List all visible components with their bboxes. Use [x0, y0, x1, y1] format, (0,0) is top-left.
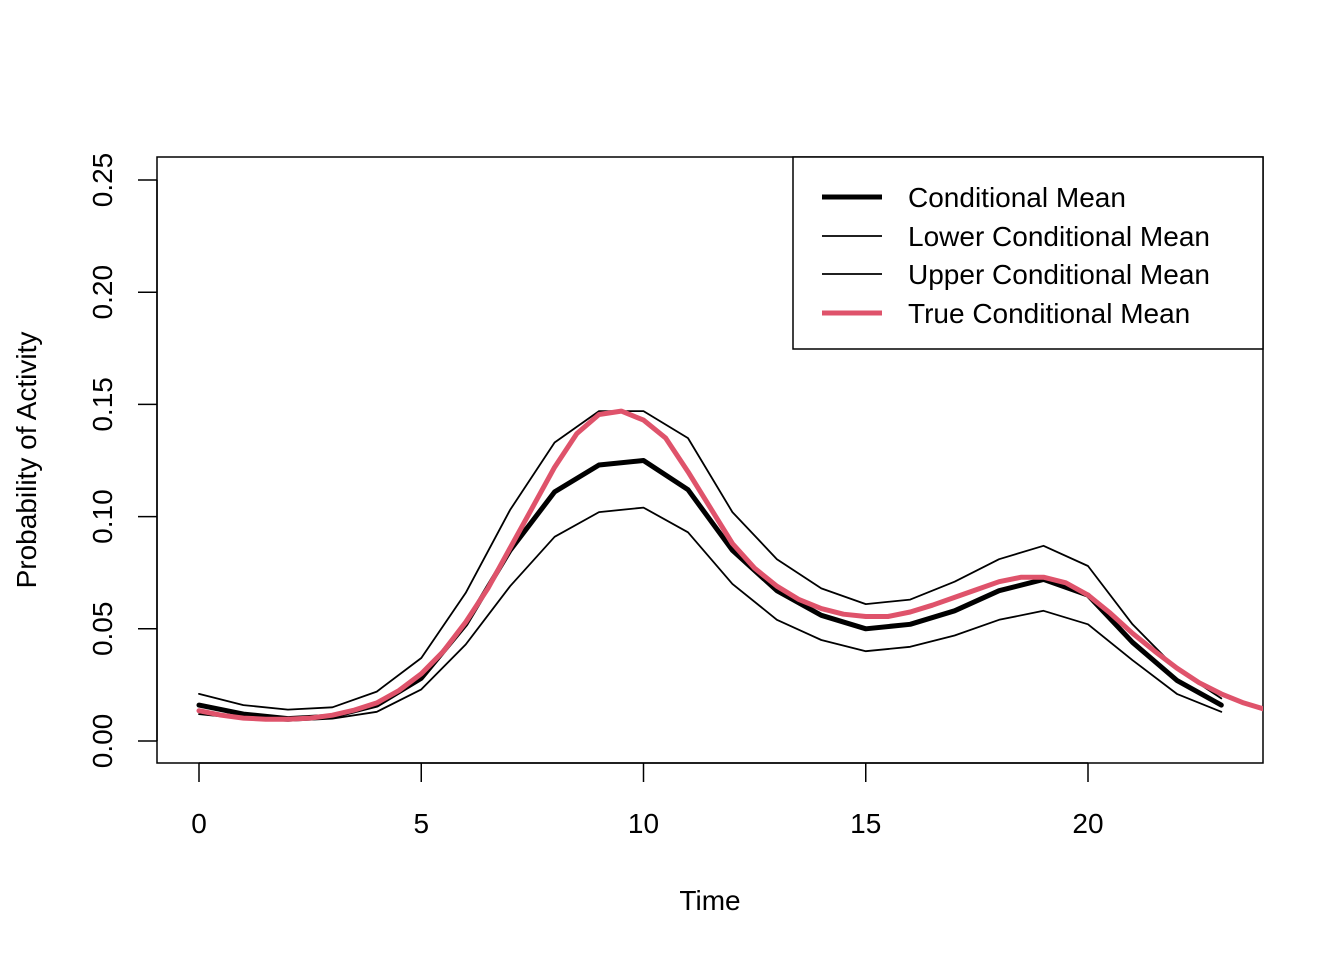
x-axis: 0 5 10 15 20: [191, 762, 1104, 839]
legend-label: Lower Conditional Mean: [908, 221, 1210, 252]
legend: Conditional Mean Lower Conditional Mean Up…: [792, 156, 1264, 350]
series-line-0: [196, 458, 1224, 722]
y-axis-title: Probability of Activity: [11, 332, 42, 589]
y-tick-label: 0.15: [87, 377, 118, 432]
legend-box: [792, 156, 1264, 350]
y-tick-label: 0.20: [87, 265, 118, 320]
legend-label: Upper Conditional Mean: [908, 259, 1210, 290]
y-tick-label: 0.05: [87, 602, 118, 657]
series-line-2: [198, 410, 1223, 711]
legend-label: True Conditional Mean: [908, 298, 1190, 329]
y-tick-label: 0.25: [87, 153, 118, 208]
x-tick-label: 10: [628, 808, 659, 839]
y-axis: 0.00 0.05 0.10 0.15 0.20 0.25: [87, 153, 158, 769]
x-tick-label: 0: [191, 808, 207, 839]
series-layer: [196, 408, 1263, 722]
legend-label: Conditional Mean: [908, 182, 1126, 213]
x-axis-title: Time: [679, 885, 740, 916]
x-tick-label: 20: [1072, 808, 1103, 839]
series-line-3: [196, 408, 1263, 722]
y-tick-label: 0.10: [87, 489, 118, 544]
y-tick-label: 0.00: [87, 714, 118, 769]
series-line-1: [198, 506, 1223, 722]
x-tick-label: 15: [850, 808, 881, 839]
x-tick-label: 5: [413, 808, 429, 839]
